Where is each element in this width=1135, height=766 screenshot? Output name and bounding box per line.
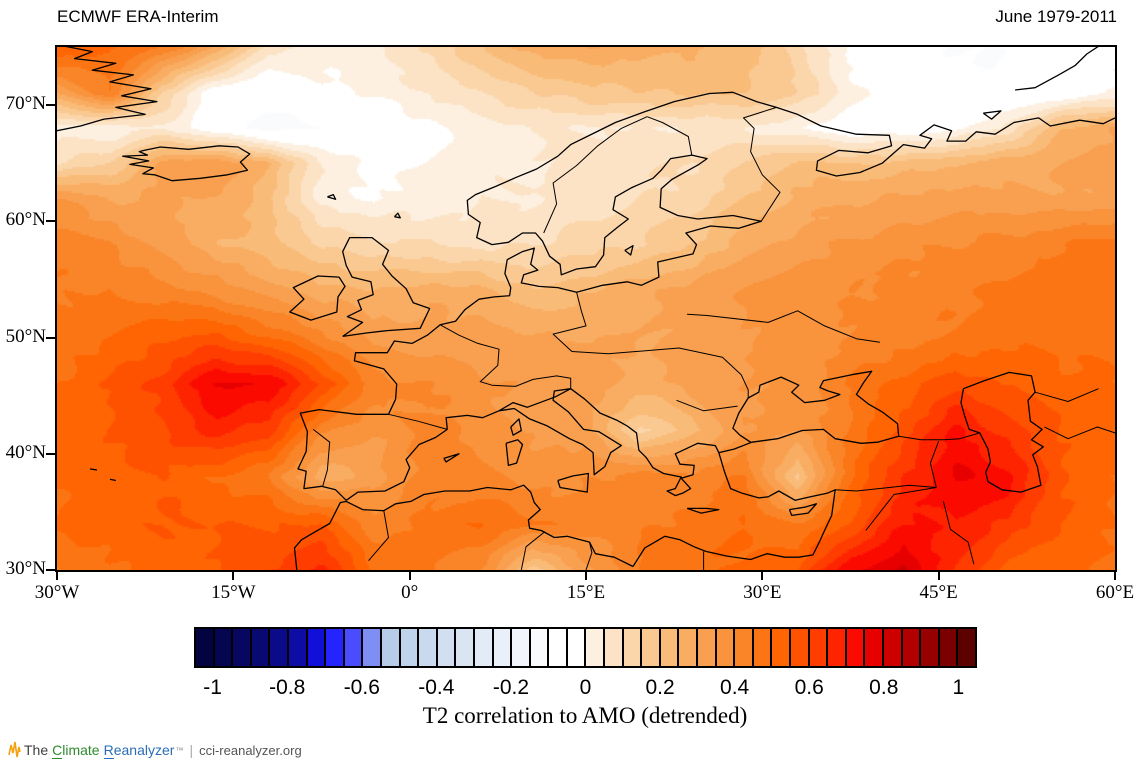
brand-reanalyzer: Reanalyzer [103,742,175,759]
colorbar-cell [939,629,957,666]
zigzag-icon [8,741,21,758]
colorbar-cell [288,629,306,666]
colorbar-cell [530,629,548,666]
correlation-field-canvas [57,47,1115,570]
colorbar-cell [828,629,845,666]
colorbar-tick-label: -1 [203,676,222,699]
colorbar-cell [735,629,752,666]
colorbar-cell [549,629,566,666]
site-url: cci-reanalyzer.org [199,742,302,758]
trademark: ™ [175,745,184,755]
colorbar-cell [307,629,325,666]
x-axis-tick-label: 30°W [34,582,80,603]
colorbar-cell [363,629,380,666]
y-axis-tick [46,336,55,339]
y-axis-tick [46,569,55,571]
y-axis-tick [46,220,55,223]
x-axis-tick [585,572,587,580]
colorbar-cell [642,629,659,666]
colorbar-tick-label: 0 [579,676,592,699]
colorbar-cell [623,629,641,666]
caption: T2 correlation to AMO (detrended) [422,703,748,728]
x-axis-tick [761,572,764,580]
colorbar-tick-label: -0.4 [418,676,455,699]
colorbar-cell [865,629,882,666]
colorbar-cell [902,629,920,666]
colorbar [194,627,977,668]
colorbar-cell [456,629,473,666]
colorbar-cell [567,629,585,666]
coastlines-overlay [57,47,1115,570]
brand-logo: The Climate Reanalyzer ™ | cci-reanalyze… [8,740,302,760]
colorbar-tick-label: -0.8 [269,676,306,699]
colorbar-cell [883,629,901,666]
x-axis-tick-label: 15°E [566,582,606,603]
x-axis-tick [408,572,411,580]
colorbar-cell [512,629,529,666]
x-axis-tick-label: 0° [401,582,419,603]
colorbar-cell [400,629,418,666]
colorbar-cell [419,629,436,666]
colorbar-tick-label: 0.6 [794,676,824,699]
x-axis-tick [937,572,940,580]
colorbar-cell [270,629,287,666]
colorbar-cell [846,629,864,666]
colorbar-cell [809,629,827,666]
x-axis-tick-label: 60°E [1095,582,1135,603]
brand-climate: Climate [52,742,100,759]
colorbar-cell [381,629,399,666]
colorbar-tick-label: -0.6 [343,676,380,699]
colorbar-cell [716,629,734,666]
separator: | [189,742,194,758]
colorbar-tick-label: 0.4 [720,676,750,699]
coastline-path [57,47,1115,570]
x-axis-tick [56,572,58,580]
y-axis-tick [46,452,55,455]
colorbar-tick-label: 0.8 [869,676,899,699]
y-axis-tick-label: 40°N [5,441,46,463]
y-axis-tick-label: 30°N [5,558,46,579]
colorbar-cell [605,629,622,666]
colorbar-cell [437,629,455,666]
colorbar-cell [660,629,678,666]
page-title: ECMWF ERA-Interim [57,7,219,26]
colorbar-tick-label: 0.2 [645,676,675,699]
colorbar-cell [233,629,250,666]
colorbar-cell [251,629,269,666]
colorbar-tick-label: -0.2 [492,676,530,699]
colorbar-cell [791,629,808,666]
colorbar-cell [344,629,362,666]
y-axis-tick [46,104,55,107]
x-axis-tick [232,572,235,580]
colorbar-cell [958,629,975,666]
colorbar-cell [586,629,604,666]
x-axis-tick-label: 30°E [743,582,782,603]
colorbar-cell [214,629,232,666]
colorbar-cell [474,629,492,666]
colorbar-tick-label: 1 [952,676,965,699]
y-axis-tick-label: 50°N [5,325,46,347]
y-axis-tick-label: 60°N [5,209,46,231]
map-frame [55,45,1117,572]
x-axis-tick-label: 15°W [211,582,256,603]
period-label: June 1979-2011 [995,7,1117,26]
x-axis-tick-label: 45°E [919,582,958,603]
colorbar-cell [753,629,771,666]
brand-the: The [24,742,49,758]
colorbar-cell [698,629,715,666]
colorbar-cell [196,629,213,666]
coastline-path [312,106,1115,570]
colorbar-cell [493,629,511,666]
colorbar-cell [679,629,697,666]
y-axis-tick-label: 70°N [5,93,46,115]
colorbar-cell [772,629,789,666]
colorbar-cell [326,629,343,666]
colorbar-cell [921,629,938,666]
x-axis-tick [1114,572,1116,580]
